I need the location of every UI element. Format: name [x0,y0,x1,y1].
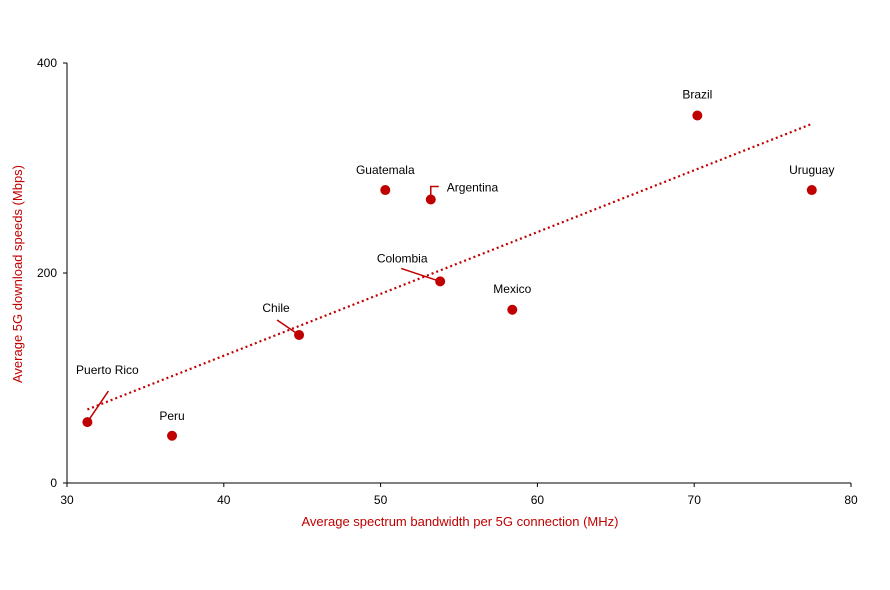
x-axis-title: Average spectrum bandwidth per 5G connec… [302,514,619,529]
y-tick-label: 400 [37,56,57,70]
x-tick-label: 70 [688,493,702,507]
labels-group: Puerto Rico Peru Chile Guatemala Argentina Co… [76,88,834,423]
y-tick-label: 0 [50,476,57,490]
x-tick-label: 40 [217,493,231,507]
point-label-colombia: Colombia [377,251,428,265]
x-tick-label: 60 [531,493,545,507]
trendline-group [86,122,813,411]
point-guatemala [380,185,391,196]
axes: 30 40 50 60 70 80 0 200 400 [37,56,858,507]
x-tick-label: 30 [60,493,74,507]
point-label-peru: Peru [159,409,184,423]
point-label-brazil: Brazil [682,88,712,102]
x-tick-label: 80 [844,493,858,507]
leader-line-argentina [430,185,439,200]
point-label-puerto-rico: Puerto Rico [76,363,139,377]
point-label-guatemala: Guatemala [356,163,415,177]
point-label-argentina: Argentina [447,181,499,195]
point-label-mexico: Mexico [493,282,531,296]
y-axis-title: Average 5G download speeds (Mbps) [10,165,25,383]
y-tick-label: 200 [37,266,57,280]
point-label-chile: Chile [262,301,290,315]
trendline [86,122,813,411]
point-uruguay [806,185,817,196]
x-tick-label: 50 [374,493,388,507]
leader-line-puerto-rico [86,390,110,423]
point-label-uruguay: Uruguay [789,163,834,177]
leader-line-chile [276,319,300,336]
point-mexico [507,304,518,315]
points-group [82,110,817,441]
point-brazil [692,110,703,121]
point-peru [167,430,178,441]
leader-line-colombia [400,267,441,283]
